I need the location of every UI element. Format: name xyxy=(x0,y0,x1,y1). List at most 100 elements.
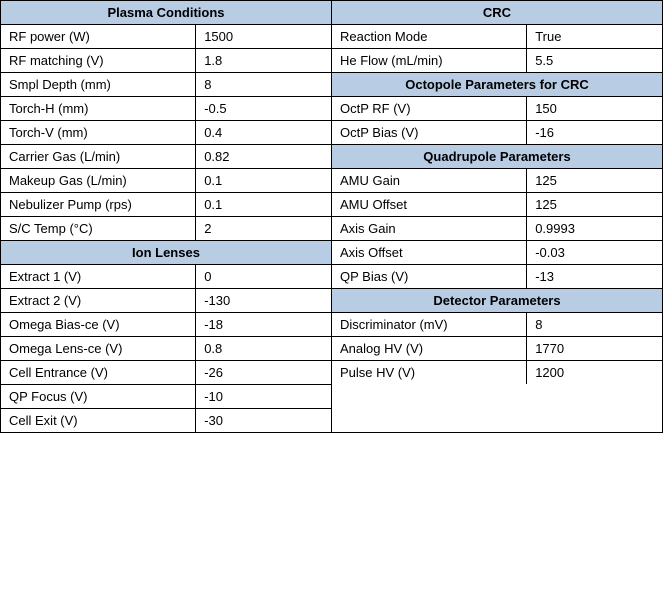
crc-header: CRC xyxy=(332,1,662,25)
det-value: 1200 xyxy=(527,361,662,384)
plasma-row: RF matching (V)1.8 xyxy=(1,49,331,73)
det-param: Pulse HV (V) xyxy=(332,361,527,384)
quad-param: AMU Gain xyxy=(332,169,527,192)
det-rows: Discriminator (mV)8Analog HV (V)1770Puls… xyxy=(332,313,662,384)
plasma-value: 0.4 xyxy=(196,121,331,144)
ion-param: Omega Bias-ce (V) xyxy=(1,313,196,336)
quad-param: Axis Offset xyxy=(332,241,527,264)
ion-value: -130 xyxy=(196,289,331,312)
ion-rows: Extract 1 (V)0Extract 2 (V)-130Omega Bia… xyxy=(1,265,331,432)
ion-row: Extract 1 (V)0 xyxy=(1,265,331,289)
det-row: Pulse HV (V)1200 xyxy=(332,361,662,384)
plasma-value: 2 xyxy=(196,217,331,240)
ion-param: Extract 1 (V) xyxy=(1,265,196,288)
plasma-param: Torch-V (mm) xyxy=(1,121,196,144)
quad-header: Quadrupole Parameters xyxy=(332,145,662,169)
left-column: Plasma Conditions RF power (W)1500RF mat… xyxy=(1,1,332,432)
ion-row: Cell Entrance (V)-26 xyxy=(1,361,331,385)
quad-value: 0.9993 xyxy=(527,217,662,240)
crc-param: Reaction Mode xyxy=(332,25,527,48)
ion-param: Extract 2 (V) xyxy=(1,289,196,312)
quad-row: Axis Gain0.9993 xyxy=(332,217,662,241)
quad-row: QP Bias (V)-13 xyxy=(332,265,662,288)
quad-section: Quadrupole Parameters AMU Gain125AMU Off… xyxy=(332,144,662,288)
octo-value: 150 xyxy=(527,97,662,120)
quad-row: AMU Gain125 xyxy=(332,169,662,193)
plasma-param: Carrier Gas (L/min) xyxy=(1,145,196,168)
plasma-value: 0.1 xyxy=(196,193,331,216)
det-row: Analog HV (V)1770 xyxy=(332,337,662,361)
plasma-row: Makeup Gas (L/min)0.1 xyxy=(1,169,331,193)
quad-row: AMU Offset125 xyxy=(332,193,662,217)
ion-param: Omega Lens-ce (V) xyxy=(1,337,196,360)
ion-row: Extract 2 (V)-130 xyxy=(1,289,331,313)
ion-row: Omega Bias-ce (V)-18 xyxy=(1,313,331,337)
plasma-value: 0.1 xyxy=(196,169,331,192)
plasma-row: RF power (W)1500 xyxy=(1,25,331,49)
plasma-param: RF power (W) xyxy=(1,25,196,48)
ion-row: Omega Lens-ce (V)0.8 xyxy=(1,337,331,361)
crc-section: CRC Reaction ModeTrueHe Flow (mL/min)5.5 xyxy=(332,1,662,72)
det-section: Detector Parameters Discriminator (mV)8A… xyxy=(332,288,662,384)
plasma-rows: RF power (W)1500RF matching (V)1.8Smpl D… xyxy=(1,25,331,240)
quad-param: Axis Gain xyxy=(332,217,527,240)
octo-rows: OctP RF (V)150OctP Bias (V)-16 xyxy=(332,97,662,144)
quad-value: 125 xyxy=(527,169,662,192)
quad-value: 125 xyxy=(527,193,662,216)
plasma-row: Torch-H (mm)-0.5 xyxy=(1,97,331,121)
ion-value: -30 xyxy=(196,409,331,432)
det-value: 1770 xyxy=(527,337,662,360)
det-param: Discriminator (mV) xyxy=(332,313,527,336)
ion-value: 0.8 xyxy=(196,337,331,360)
octo-param: OctP RF (V) xyxy=(332,97,527,120)
plasma-param: Makeup Gas (L/min) xyxy=(1,169,196,192)
quad-param: AMU Offset xyxy=(332,193,527,216)
plasma-param: RF matching (V) xyxy=(1,49,196,72)
crc-param: He Flow (mL/min) xyxy=(332,49,527,72)
octo-row: OctP Bias (V)-16 xyxy=(332,121,662,144)
plasma-value: 1500 xyxy=(196,25,331,48)
plasma-param: Torch-H (mm) xyxy=(1,97,196,120)
ion-param: Cell Entrance (V) xyxy=(1,361,196,384)
plasma-param: Nebulizer Pump (rps) xyxy=(1,193,196,216)
octo-row: OctP RF (V)150 xyxy=(332,97,662,121)
det-header: Detector Parameters xyxy=(332,289,662,313)
plasma-row: Smpl Depth (mm)8 xyxy=(1,73,331,97)
ion-param: QP Focus (V) xyxy=(1,385,196,408)
quad-rows: AMU Gain125AMU Offset125Axis Gain0.9993A… xyxy=(332,169,662,288)
quad-row: Axis Offset-0.03 xyxy=(332,241,662,265)
ion-value: -26 xyxy=(196,361,331,384)
ion-row: Cell Exit (V)-30 xyxy=(1,409,331,432)
parameter-table: Plasma Conditions RF power (W)1500RF mat… xyxy=(0,0,663,433)
plasma-value: 8 xyxy=(196,73,331,96)
quad-value: -13 xyxy=(527,265,662,288)
quad-param: QP Bias (V) xyxy=(332,265,527,288)
ion-section: Ion Lenses Extract 1 (V)0Extract 2 (V)-1… xyxy=(1,240,331,432)
crc-value: 5.5 xyxy=(527,49,662,72)
plasma-value: 0.82 xyxy=(196,145,331,168)
plasma-header: Plasma Conditions xyxy=(1,1,331,25)
plasma-row: Nebulizer Pump (rps)0.1 xyxy=(1,193,331,217)
plasma-row: S/C Temp (°C)2 xyxy=(1,217,331,240)
plasma-value: 1.8 xyxy=(196,49,331,72)
plasma-row: Carrier Gas (L/min)0.82 xyxy=(1,145,331,169)
plasma-param: Smpl Depth (mm) xyxy=(1,73,196,96)
det-row: Discriminator (mV)8 xyxy=(332,313,662,337)
crc-row: Reaction ModeTrue xyxy=(332,25,662,49)
quad-value: -0.03 xyxy=(527,241,662,264)
ion-header: Ion Lenses xyxy=(1,241,331,265)
octo-header: Octopole Parameters for CRC xyxy=(332,73,662,97)
plasma-value: -0.5 xyxy=(196,97,331,120)
ion-value: 0 xyxy=(196,265,331,288)
octo-param: OctP Bias (V) xyxy=(332,121,527,144)
crc-row: He Flow (mL/min)5.5 xyxy=(332,49,662,72)
right-column: CRC Reaction ModeTrueHe Flow (mL/min)5.5… xyxy=(332,1,662,432)
plasma-param: S/C Temp (°C) xyxy=(1,217,196,240)
plasma-section: Plasma Conditions RF power (W)1500RF mat… xyxy=(1,1,331,240)
crc-value: True xyxy=(527,25,662,48)
ion-value: -18 xyxy=(196,313,331,336)
octo-section: Octopole Parameters for CRC OctP RF (V)1… xyxy=(332,72,662,144)
octo-value: -16 xyxy=(527,121,662,144)
ion-value: -10 xyxy=(196,385,331,408)
det-value: 8 xyxy=(527,313,662,336)
